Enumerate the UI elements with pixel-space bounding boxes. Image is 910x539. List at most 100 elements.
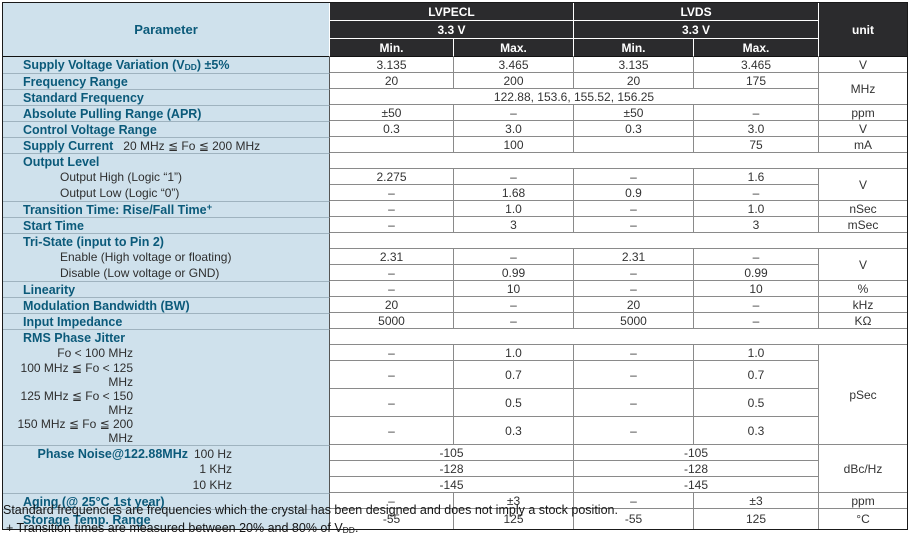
cell-disable-lvpecl-max: 0.99 <box>454 265 575 281</box>
cell-ttime-lvds-min: – <box>574 201 695 217</box>
label-text: Transition Time: Rise/Fall Time <box>23 203 207 217</box>
param-label-transition-time: Transition Time: Rise/Fall Time+ <box>3 201 330 217</box>
cell-stime-lvpecl-max: 3 <box>454 217 575 233</box>
cell-disable-lvpecl-min: – <box>330 265 454 281</box>
cell-olow-lvpecl-max: 1.68 <box>454 185 575 201</box>
cell-freq-lvds-max: 175 <box>694 73 820 89</box>
param-label-linearity: Linearity <box>3 281 330 297</box>
param-label-phase-noise-10khz: 10 KHz <box>3 477 330 493</box>
cell-freq-lvpecl-min: 20 <box>330 73 454 89</box>
cell-j4-lvpecl-min: – <box>330 417 454 445</box>
output-level-band <box>330 153 908 169</box>
param-label-enable: Enable (High voltage or floating) <box>3 249 330 265</box>
unit-ttime: nSec <box>819 201 908 217</box>
cell-j3-lvds-max: 0.5 <box>694 389 820 417</box>
cell-pn3-lvds: -145 <box>574 477 820 493</box>
row-jitter-150-200: 150 MHz ≦ Fo ≦ 200 MHz – 0.3 – 0.3 <box>3 417 907 445</box>
cell-ohigh-lvds-min: – <box>574 169 695 185</box>
transition-footnote-marker: + <box>206 202 213 213</box>
cell-ohigh-lvpecl-min: 2.275 <box>330 169 454 185</box>
row-control-voltage-range: Control Voltage Range 0.3 3.0 0.3 3.0 V <box>3 121 908 137</box>
cell-freq-lvds-min: 20 <box>574 73 695 89</box>
row-apr: Absolute Pulling Range (APR) ±50 – ±50 –… <box>3 105 908 121</box>
row-phase-noise-100hz: Phase Noise@122.88MHz 100 Hz -105 -105 dB… <box>3 445 908 493</box>
row-output-high: Output High (Logic “1”) 2.275 – – 1.6 V <box>3 169 908 201</box>
parameter-header: Parameter <box>3 3 330 57</box>
cell-j2-lvpecl-min: – <box>330 361 454 389</box>
param-label-phase-noise-1khz: 1 KHz <box>3 461 330 477</box>
row-modulation-bandwidth: Modulation Bandwidth (BW) 20 – 20 – kHz <box>3 297 908 313</box>
cell-j2-lvds-max: 0.7 <box>694 361 820 389</box>
cell-storage-lvds-min: -55 <box>574 509 695 529</box>
row-phase-noise-10khz: 10 KHz -145 -145 <box>3 477 907 493</box>
unit-svv: V <box>819 57 908 73</box>
cell-svv-lvds-max: 3.465 <box>694 57 820 73</box>
row-supply-voltage-variation: Supply Voltage Variation (VDD) ±5% 3.135… <box>3 57 908 73</box>
param-label-output-low: Output Low (Logic “0”) <box>3 185 330 201</box>
cell-j2-lvds-min: – <box>574 361 695 389</box>
row-jitter-100-125: 100 MHz ≦ Fo < 125 MHz – 0.7 – 0.7 <box>3 361 907 389</box>
supply-current-condition: 20 MHz ≦ Fo ≦ 200 MHz <box>123 138 261 153</box>
cell-aging-lvpecl-min: – <box>330 493 454 509</box>
header-row-groups: Parameter LVPECL LVDS unit <box>3 3 908 57</box>
param-label-input-impedance: Input Impedance <box>3 313 330 329</box>
row-supply-current: Supply Current 20 MHz ≦ Fo ≦ 200 MHz 100 … <box>3 137 908 153</box>
cell-disable-lvds-min: – <box>574 265 695 281</box>
cell-pn2-lvpecl: -128 <box>330 461 575 477</box>
param-label-supply-current: Supply Current 20 MHz ≦ Fo ≦ 200 MHz <box>3 137 330 153</box>
param-label-supply-voltage-variation: Supply Voltage Variation (VDD) ±5% <box>3 57 330 73</box>
unit-isupply: mA <box>819 137 908 153</box>
cell-olow-lvds-max: – <box>694 185 820 201</box>
cell-aging-lvds-min: – <box>574 493 695 509</box>
cell-freq-lvpecl-max: 200 <box>454 73 575 89</box>
cell-j1-lvds-min: – <box>574 345 695 361</box>
cell-cvr-lvpecl-min: 0.3 <box>330 121 454 137</box>
param-label-rms-phase-jitter: RMS Phase Jitter <box>3 329 330 345</box>
cell-modbw-lvpecl-max: – <box>454 297 575 313</box>
spec-table: Parameter LVPECL LVDS unit 3.3 V 3.3 V M… <box>2 2 909 530</box>
tri-state-band <box>330 233 908 249</box>
cell-olow-lvds-min: 0.9 <box>574 185 695 201</box>
unit-apr: ppm <box>819 105 908 121</box>
lvpecl-max-header: Max. <box>454 39 575 57</box>
cell-j1-lvpecl-max: 1.0 <box>454 345 575 361</box>
param-label-storage-temp: Storage Temp. Range <box>3 509 330 529</box>
phase-noise-label: Phase Noise@122.88MHz <box>37 446 188 461</box>
cell-ttime-lvpecl-min: – <box>330 201 454 217</box>
row-phase-noise-1khz: 1 KHz -128 -128 <box>3 461 907 477</box>
unit-output-level: V <box>819 169 908 201</box>
cell-apr-lvds-min: ±50 <box>574 105 695 121</box>
row-frequency-range: Frequency Range 20 200 20 175 MHz <box>3 73 908 105</box>
cell-isupply-lvpecl-max: 100 <box>454 137 575 153</box>
lvpecl-voltage-header: 3.3 V <box>330 21 575 39</box>
row-linearity: Linearity – 10 – 10 % <box>3 281 908 297</box>
cell-svv-lvpecl-min: 3.135 <box>330 57 454 73</box>
vdd-subscript: DD <box>342 525 355 535</box>
unit-header: unit <box>819 3 908 57</box>
cell-storage-lvpecl-max: 125 <box>454 509 575 529</box>
footnotes: Standard frequencies are frequencies whi… <box>3 501 618 539</box>
cell-j4-lvpecl-max: 0.3 <box>454 417 575 445</box>
row-aging: Aging (@ 25°C 1st year) – ±3 – ±3 ppm <box>3 493 908 509</box>
footnote-transition-times: + Transition times are measured between … <box>3 519 618 539</box>
param-label-tri-state: Tri-State (input to Pin 2) <box>3 233 330 249</box>
cell-linearity-lvpecl-min: – <box>330 281 454 297</box>
cell-isupply-lvpecl-min <box>330 137 454 153</box>
col-header-lvpecl: LVPECL <box>330 3 575 21</box>
cell-enable-lvpecl-min: 2.31 <box>330 249 454 265</box>
rms-phase-jitter-band <box>330 329 908 345</box>
cell-linearity-lvds-min: – <box>574 281 695 297</box>
phase-noise-freq-1khz: 1 KHz <box>199 462 232 476</box>
cell-ohigh-lvpecl-max: – <box>454 169 575 185</box>
param-label-phase-noise: Phase Noise@122.88MHz 100 Hz <box>3 445 330 461</box>
header-row-voltage: 3.3 V 3.3 V <box>3 21 907 39</box>
row-disable: Disable (Low voltage or GND) – 0.99 – 0.… <box>3 265 907 281</box>
cell-j3-lvpecl-min: – <box>330 389 454 417</box>
phase-noise-freq-100hz: 100 Hz <box>193 446 232 461</box>
cell-impedance-lvds-max: – <box>694 313 820 329</box>
cell-j1-lvds-max: 1.0 <box>694 345 820 361</box>
cell-storage-lvpecl-min: -55 <box>330 509 454 529</box>
cell-pn2-lvds: -128 <box>574 461 820 477</box>
cell-j4-lvds-min: – <box>574 417 695 445</box>
unit-stime: mSec <box>819 217 908 233</box>
